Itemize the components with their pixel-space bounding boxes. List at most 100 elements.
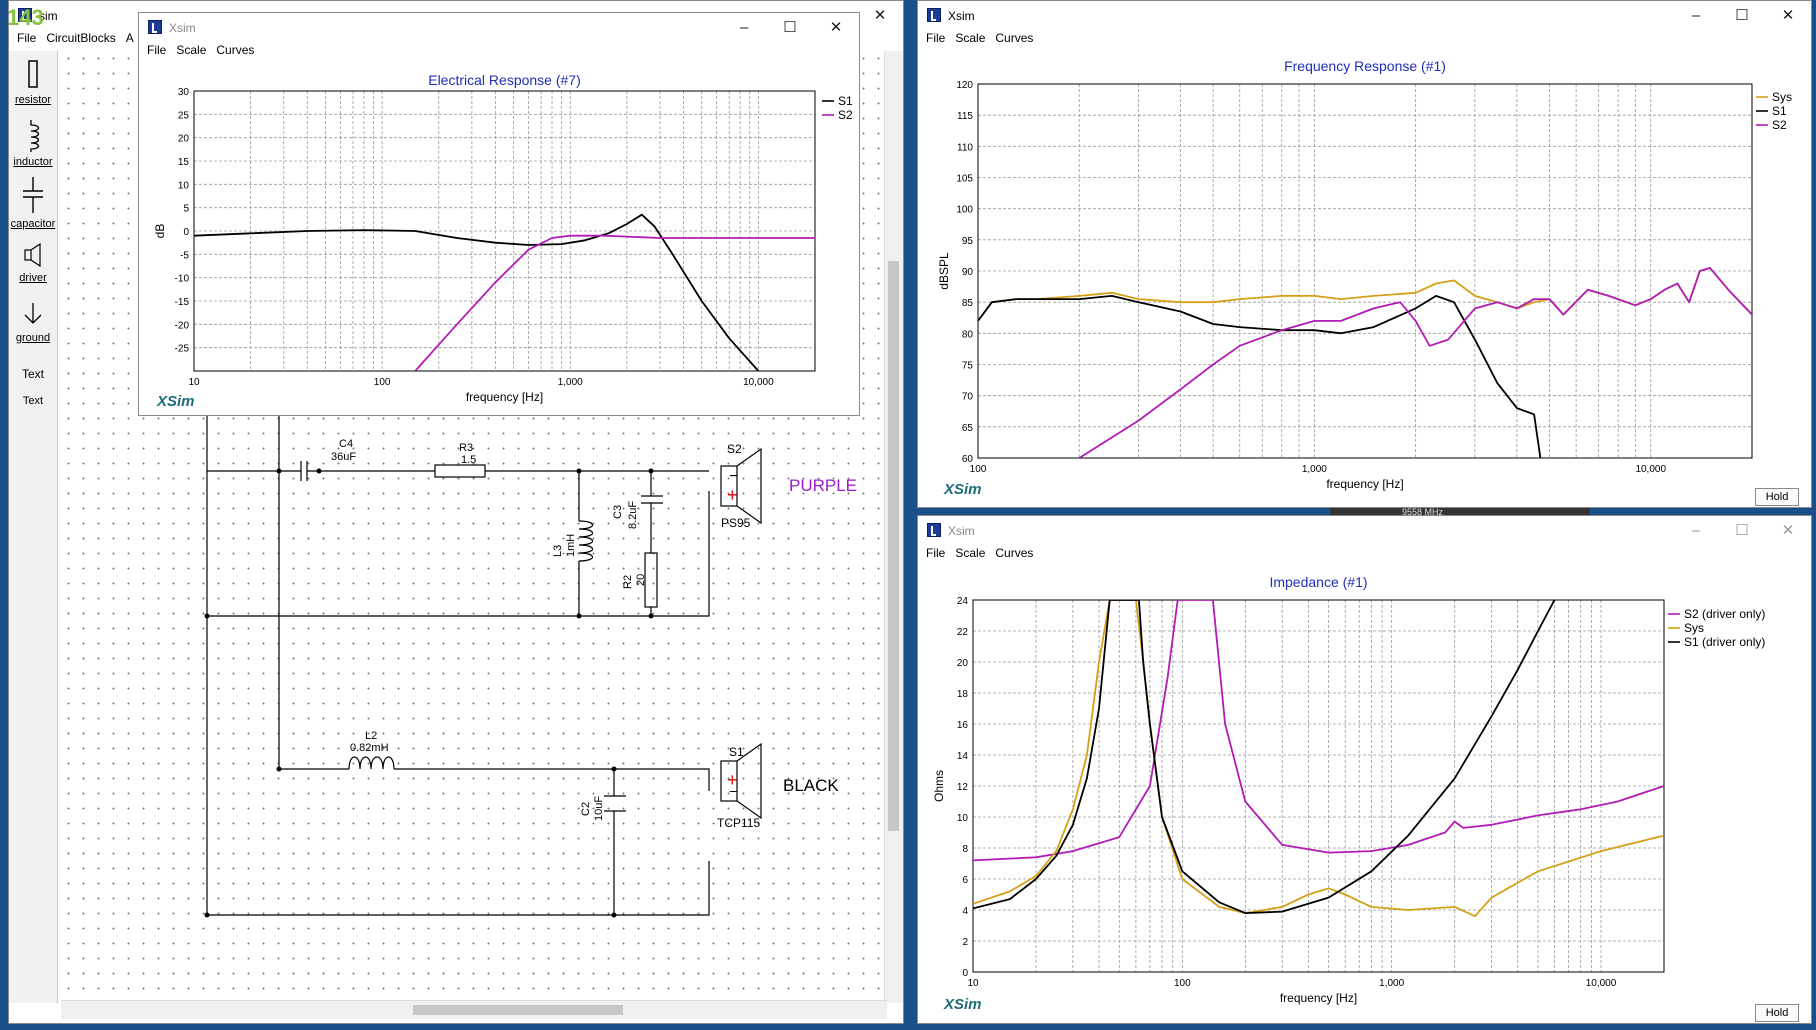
electrical-window-title: Xsim [169,21,196,35]
y-tick-label: 110 [957,142,973,153]
x-tick-label: 10,000 [1586,978,1617,989]
component-toolbar: resistor inductor capacitor driver groun… [9,51,58,1003]
impedance-window: Xsim – ☐ ✕ File Scale Curves Impedance (#1… [917,515,1812,1024]
menu-file[interactable]: File [926,546,946,560]
y-tick-label: 16 [957,720,969,731]
impedance-menubar: File Scale Curves [918,546,1811,566]
maximize-icon[interactable]: ☐ [1735,7,1749,24]
c3-value: 8.2uF [627,501,639,529]
s2-model: PS95 [721,516,751,530]
s1-name: S1 [729,745,744,759]
hold-button[interactable]: Hold [1755,1004,1799,1022]
y-tick-label: 25 [178,110,190,121]
menu-circuitblocks[interactable]: CircuitBlocks [46,31,116,45]
x-tick-label: 1,000 [1302,464,1327,475]
frequency-titlebar[interactable]: Xsim – ☐ ✕ [918,1,1811,31]
main-window-title: sim [39,9,58,23]
frequency-chart-title: Frequency Response (#1) [1284,58,1446,74]
hold-button[interactable]: Hold [1755,488,1799,506]
tool-driver-label: driver [19,272,47,284]
impedance-titlebar[interactable]: Xsim – ☐ ✕ [918,516,1811,546]
background-fragment: 9558 MHz [1330,508,1590,517]
x-tick-label: 10,000 [743,377,774,388]
menu-file[interactable]: File [147,43,167,57]
tool-text[interactable]: Text [21,367,44,381]
close-icon[interactable]: ✕ [873,7,887,24]
y-tick-label: -25 [175,344,190,355]
y-tick-label: 24 [957,596,969,607]
tool-text-link[interactable]: Text [22,395,44,407]
menu-curves[interactable]: Curves [995,546,1034,560]
inductor-icon [30,120,40,152]
horizontal-scrollbar-thumb[interactable] [413,1005,623,1015]
vertical-scrollbar[interactable] [884,51,903,1003]
frequency-plot-frame [977,83,1753,459]
svg-text:+: + [727,485,738,505]
tool-ground-label: ground [15,332,51,344]
tool-ground[interactable]: ground [9,301,57,344]
y-tick-label: 15 [178,157,190,168]
close-icon[interactable]: ✕ [1781,7,1795,24]
frequency-grid [978,84,1752,458]
electrical-chart: Electrical Response (#7) 30 25 20 15 10 5 0 -5 -1… [153,72,853,404]
xsim-logo: XSim [944,481,982,498]
horizontal-scrollbar[interactable] [61,1000,887,1019]
y-tick-label: 30 [178,87,190,98]
y-tick-label: 2 [962,937,968,948]
schematic: − + + − C4 36uF R3 1.5 S2 PS95 PURPLE C3… [204,411,857,918]
minimize-icon[interactable]: – [1691,7,1701,24]
l2-value: 0.82mH [350,742,389,754]
menu-more[interactable]: A [125,31,134,45]
menu-scale[interactable]: Scale [955,546,986,560]
menu-file[interactable]: File [17,31,37,45]
capacitor-icon [23,177,43,213]
menu-scale[interactable]: Scale [955,31,986,45]
xsim-logo: XSim [944,996,982,1013]
electrical-grid [194,91,815,371]
tool-inductor[interactable]: inductor [9,119,57,168]
tool-capacitor[interactable]: capacitor [9,175,57,230]
impedance-x-axis-label: frequency [Hz] [1280,991,1357,1005]
maximize-icon[interactable]: ☐ [783,19,797,36]
impedance-series-s1-driver-only- [973,600,1556,914]
minimize-icon[interactable]: – [1691,522,1701,539]
tool-driver[interactable]: driver [9,241,57,284]
frequency-window-title: Xsim [948,9,975,23]
y-tick-label: -5 [180,250,189,261]
menu-file[interactable]: File [926,31,946,45]
y-tick-label: 20 [957,658,969,669]
menu-curves[interactable]: Curves [995,31,1034,45]
x-tick-label: 100 [374,377,391,388]
svg-text:−: − [729,783,737,799]
electrical-titlebar[interactable]: Xsim – ☐ ✕ [139,13,859,43]
y-tick-label: 95 [962,236,974,247]
impedance-window-title: Xsim [948,524,975,538]
y-tick-label: 85 [962,298,974,309]
legend-label: Sys [1684,621,1704,635]
svg-text:+: + [727,770,738,790]
vertical-scrollbar-thumb[interactable] [888,261,899,831]
y-tick-label: 8 [962,844,968,855]
c2-value: 10uF [593,796,605,821]
y-tick-label: 80 [962,329,974,340]
electrical-y-axis-label: dB [153,224,167,239]
menu-curves[interactable]: Curves [216,43,255,57]
electrical-menubar: File Scale Curves [139,43,859,63]
close-icon[interactable]: ✕ [829,19,843,36]
y-tick-label: -20 [175,320,190,331]
electrical-response-window: Xsim – ☐ ✕ File Scale Curves Electrical Re… [138,12,860,416]
electrical-plot-frame [193,90,816,372]
menu-scale[interactable]: Scale [176,43,207,57]
tool-resistor[interactable]: resistor [9,59,57,106]
legend-label: S1 [838,94,853,108]
y-tick-label: 65 [962,423,974,434]
resistor-icon [28,60,38,88]
minimize-icon[interactable]: – [739,19,749,36]
close-icon[interactable]: ✕ [1781,522,1795,539]
electrical-series-s1 [194,213,760,371]
app-icon [927,8,941,22]
maximize-icon[interactable]: ☐ [1735,522,1749,539]
r3-name: R3 [459,442,473,454]
frequency-x-axis-label: frequency [Hz] [1326,477,1403,491]
frequency-menubar: File Scale Curves [918,31,1811,51]
